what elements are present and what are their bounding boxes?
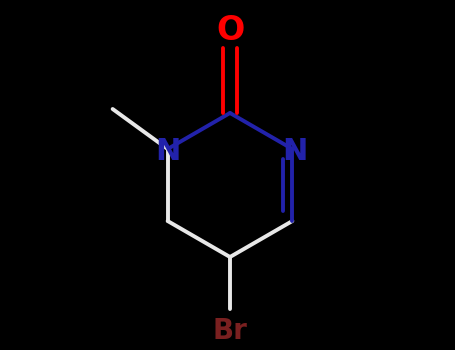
Text: N: N <box>283 138 308 167</box>
Text: N: N <box>155 138 180 167</box>
Text: Br: Br <box>212 317 248 345</box>
Text: O: O <box>216 14 244 48</box>
